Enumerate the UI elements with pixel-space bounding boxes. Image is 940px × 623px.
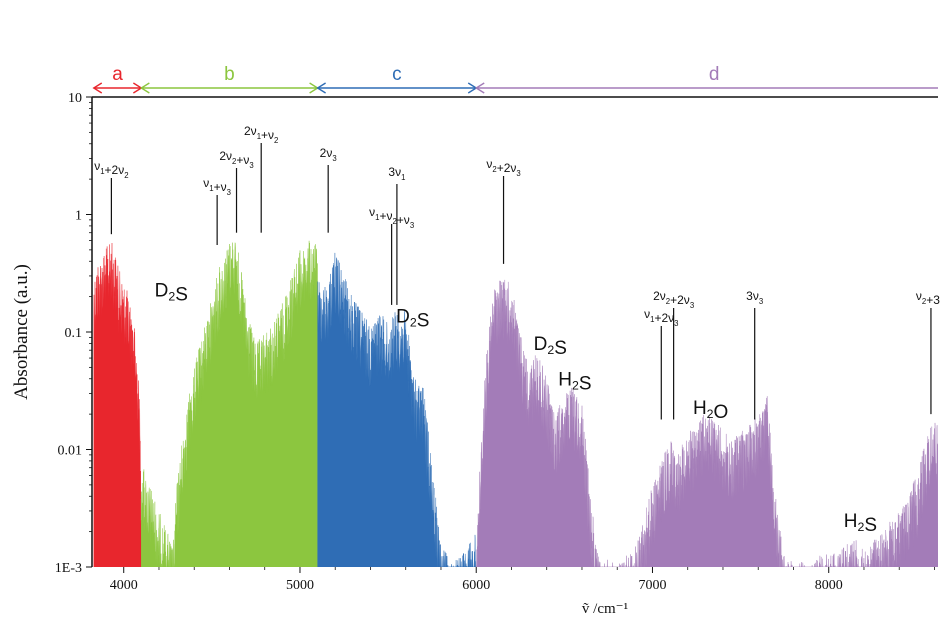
band-label: 2ν2+ν3 <box>219 149 253 170</box>
x-tick-label: 4000 <box>110 578 138 593</box>
molecule-label: D2S <box>534 334 567 359</box>
band-annotations: ν1+2ν2 ν1+ν3 2ν2+ν3 2ν1+ν2 2ν3 ν1+ν2+ν3 3ν1 ν2+… <box>94 124 940 420</box>
band-label: 3ν3 <box>746 289 763 306</box>
molecule-label: H2S <box>558 370 591 395</box>
band-label: 2ν2+2ν3 <box>653 289 694 310</box>
spectrum-series-b <box>141 240 318 567</box>
molecule-label: D2S <box>155 281 188 306</box>
y-tick-label: 1 <box>75 209 82 224</box>
region-arrowhead-left <box>474 82 485 94</box>
region-label-c: c <box>392 64 402 85</box>
axes: 10 1 0.1 0.01 1E-3 4000 5000 6000 7000 8000 <box>55 91 938 593</box>
x-axis-label: ṽ /cm⁻¹ <box>582 601 628 617</box>
spectrum-series-d <box>476 279 938 567</box>
y-tick-label: 0.1 <box>65 326 83 341</box>
y-tick-label: 1E-3 <box>55 561 82 576</box>
molecule-labels: D2S D2S D2S H2S H2O H2S <box>155 281 877 536</box>
region-label-d: d <box>709 64 720 85</box>
y-tick-label: 0.01 <box>58 444 83 459</box>
y-axis-label: Absorbance (a.u.) <box>11 264 32 400</box>
region-arrows: a b c d <box>92 64 938 94</box>
band-label: ν1+2ν2 <box>94 159 128 180</box>
band-label: ν2+2ν3 <box>486 157 520 178</box>
region-arrowhead-left <box>140 82 150 94</box>
spectrum-series-a <box>93 242 142 567</box>
region-label-a: a <box>112 64 123 85</box>
molecule-label: H2S <box>844 511 877 536</box>
x-tick-label: 7000 <box>638 578 666 593</box>
band-label: ν1+2ν3 <box>644 307 678 328</box>
band-label: ν1+ν3 <box>203 176 231 197</box>
band-label: 3ν1 <box>388 165 405 182</box>
band-label: 2ν1+ν2 <box>244 124 278 145</box>
region-label-b: b <box>224 64 235 85</box>
y-tick-label: 10 <box>68 91 82 106</box>
spectrum-series-c <box>317 252 477 567</box>
molecule-label: D2S <box>396 307 429 332</box>
band-label: 2ν3 <box>320 146 337 163</box>
x-tick-label: 8000 <box>815 578 843 593</box>
region-arrowhead-left <box>92 82 103 94</box>
spectrum-series-group <box>93 240 938 567</box>
band-label: ν2+3ν <box>916 289 940 307</box>
molecule-label: H2O <box>693 398 728 423</box>
region-arrowhead-left <box>316 82 326 94</box>
band-label: ν1+ν2+ν3 <box>369 205 414 230</box>
x-tick-label: 6000 <box>462 578 490 593</box>
x-tick-label: 5000 <box>286 578 314 593</box>
